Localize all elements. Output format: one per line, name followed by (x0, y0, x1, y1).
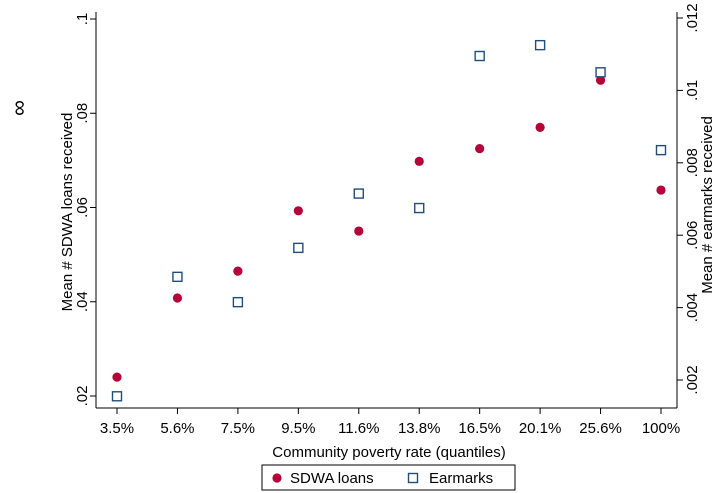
x-tick-label: 9.5% (281, 420, 315, 437)
legend: SDWA loans Earmarks (261, 464, 516, 491)
sdwa-loans-point (293, 206, 303, 216)
earmarks-point (655, 144, 667, 156)
x-tick-label: 13.8% (398, 420, 441, 437)
legend-box (261, 464, 516, 491)
sdwa-loans-point (112, 372, 122, 382)
left-y-tick-label: .08 (74, 103, 91, 124)
sdwa-loans-point (475, 143, 485, 154)
sdwa-loans-point (233, 266, 243, 276)
left-y-tick-label: .06 (74, 197, 91, 218)
x-tick-label: 7.5% (221, 420, 255, 437)
sdwa-loans-point (172, 293, 183, 303)
right-y-tick-label: .004 (684, 293, 701, 322)
right-y-axis-title: Mean # earmarks received (699, 116, 716, 294)
left-y-tick-label: .04 (74, 291, 91, 312)
left-y-axis-title: Mean # SDWA loans received (59, 113, 76, 312)
x-tick-label: 20.1% (519, 420, 562, 437)
right-y-tick-label: .006 (684, 221, 701, 250)
right-y-tick-label: .012 (684, 3, 701, 32)
x-axis-title: Community poverty rate (quantiles) (272, 444, 505, 461)
x-tick-label: 25.6% (579, 420, 622, 437)
legend-marker-sdwa-loans (272, 473, 282, 483)
x-tick-label: 5.6% (160, 420, 194, 437)
left-y-tick-label: .02 (74, 386, 91, 407)
right-y-tick-label: .01 (684, 80, 701, 101)
x-tick-label: 16.5% (458, 420, 501, 437)
sdwa-loans-point (595, 75, 606, 85)
sdwa-loans-point (535, 122, 545, 132)
earmarks-point (534, 39, 546, 51)
sdwa-loans-point (414, 156, 424, 166)
right-y-tick-label: .008 (684, 148, 701, 177)
plot-marks (111, 39, 667, 402)
sdwa-loans-point (656, 185, 666, 195)
left-y-tick-label: .1 (74, 13, 91, 26)
x-tick-label: 100% (642, 420, 680, 437)
legend-label-earmarks: Earmarks (429, 470, 493, 487)
legend-marker-earmarks (407, 472, 419, 484)
legend-label-sdwa-loans: SDWA loans (290, 470, 374, 487)
earmarks-point (353, 188, 364, 199)
sdwa-loans-point (354, 226, 364, 236)
earmarks-point (474, 50, 485, 62)
axes: .02 .04 .06 .08 .1 .002 .004 .006 .008 .01 .012 3.5… (74, 3, 701, 437)
right-y-tick-label: .002 (684, 365, 701, 394)
earmarks-point (414, 202, 425, 214)
earmarks-point (172, 271, 183, 283)
corner-glyph: ∞ (6, 100, 31, 116)
earmarks-point (232, 296, 244, 308)
earmarks-point (111, 391, 123, 402)
earmarks-point (293, 242, 304, 254)
earmarks-point (595, 67, 606, 78)
x-tick-label: 11.6% (338, 420, 379, 437)
x-tick-label: 3.5% (100, 420, 134, 437)
